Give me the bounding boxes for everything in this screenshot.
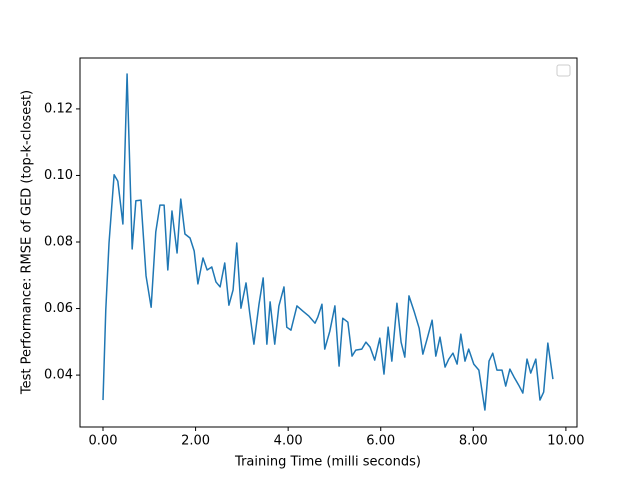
x-tick-label: 0.00 (89, 434, 118, 449)
y-tick-label: 0.12 (44, 101, 73, 116)
x-tick-label: 6.00 (366, 434, 395, 449)
data-line (102, 73, 554, 411)
y-tick-label: 0.04 (44, 368, 73, 383)
y-tick-label: 0.10 (44, 168, 73, 183)
x-tick-label: 8.00 (459, 434, 488, 449)
y-tick-label: 0.06 (44, 301, 73, 316)
x-tick-label: 2.00 (181, 434, 210, 449)
legend-box (556, 64, 571, 77)
y-tick-label: 0.08 (44, 235, 73, 250)
x-tick-label: 10.00 (547, 434, 584, 449)
x-axis-label: Training Time (milli seconds) (234, 455, 421, 470)
y-axis-label: Test Performance: RMSE of GED (top-k-clo… (20, 90, 35, 395)
x-tick-label: 4.00 (274, 434, 303, 449)
